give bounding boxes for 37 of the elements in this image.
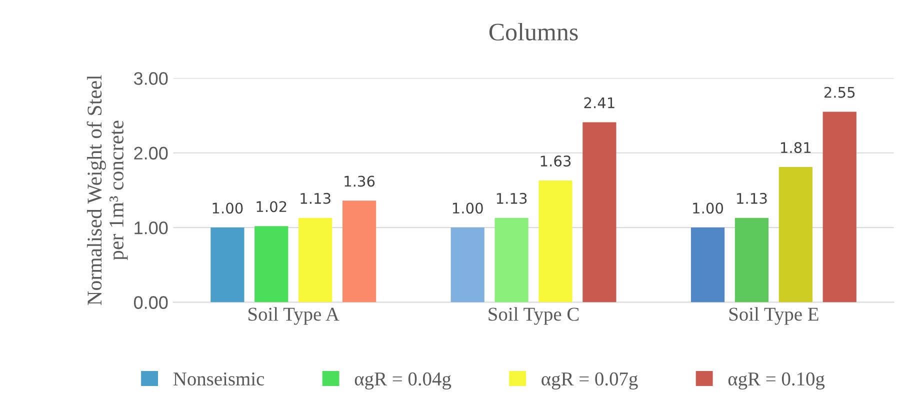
- data-label: 1.00: [452, 202, 483, 214]
- x-tick-label: Soil Type E: [729, 307, 818, 325]
- data-label: 1.13: [496, 192, 527, 204]
- y-axis-title: Normalised Weight of Steel per 1m³ concrete: [86, 75, 128, 306]
- data-label: 2.41: [584, 97, 614, 108]
- bar: [538, 180, 572, 302]
- legend-label: αgR = 0.07g: [542, 372, 638, 390]
- bar: [734, 218, 769, 302]
- data-label: 1.36: [344, 176, 375, 187]
- bar: [210, 228, 244, 302]
- bar: [822, 112, 856, 302]
- x-tick-label: Soil Type C: [488, 307, 579, 325]
- bar: [778, 167, 812, 302]
- bar: [342, 200, 376, 302]
- y-tick-label: 2.00: [134, 146, 168, 160]
- chart-title: Columns: [489, 22, 578, 41]
- data-label: 1.13: [300, 192, 330, 204]
- y-tick-label: 3.00: [134, 72, 168, 85]
- bar: [690, 228, 725, 302]
- data-label: 1.02: [256, 201, 286, 212]
- y-tick-label: 0.00: [134, 296, 168, 309]
- data-label: 1.63: [540, 156, 571, 167]
- y-tick-label: 1.00: [134, 221, 168, 234]
- bar: [298, 218, 332, 302]
- x-tick-label: Soil Type A: [248, 307, 340, 325]
- legend-label: αgR = 0.04g: [354, 372, 452, 390]
- data-label: 1.81: [781, 142, 811, 154]
- bar: [494, 218, 528, 302]
- data-label: 1.13: [737, 192, 767, 204]
- bar: [582, 122, 616, 302]
- data-label: 1.00: [212, 202, 243, 214]
- legend-label: αgR = 0.10g: [728, 372, 825, 390]
- data-label: 2.55: [824, 86, 855, 98]
- bar: [254, 226, 288, 302]
- legend-label: Nonseismic: [173, 372, 264, 386]
- bar: [450, 228, 484, 302]
- data-label: 1.00: [693, 202, 724, 214]
